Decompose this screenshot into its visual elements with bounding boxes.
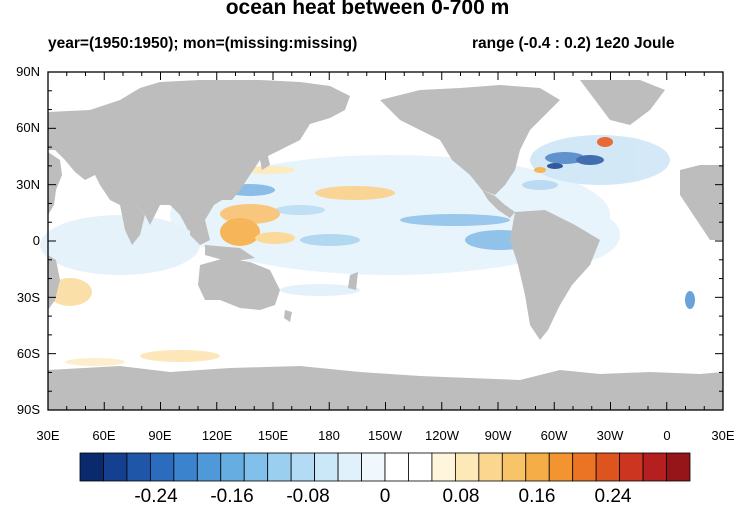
map-panel [40,71,724,411]
lat-label-30n: 30N [16,177,40,192]
lon-label-60e: 60E [92,428,116,443]
lon-label-120w: 120W [425,428,459,443]
colorbar-swatch [103,452,128,482]
lat-label-0: 0 [32,233,40,248]
colorbar-swatch [220,452,245,482]
subtitle-time: year=(1950:1950); mon=(missing:missing) [48,35,358,52]
colorbar-swatch [525,452,550,482]
lon-label-60w: 60W [540,428,568,443]
colorbar-swatch [126,452,151,482]
lat-ticks [48,71,723,411]
colorbar-swatch [149,452,175,482]
colorbar-swatch [431,452,456,482]
lon-label-30w: 30W [596,428,624,443]
colorbar-label: 0.16 [518,486,556,507]
colorbar-label: -0.16 [210,486,254,507]
lon-label-150w: 150W [368,428,402,443]
colorbar-swatch [314,452,339,482]
land [48,72,723,410]
colorbar-label: 0 [379,486,391,507]
colorbar-swatch [501,452,527,482]
colorbar-swatch [267,452,292,482]
lon-label-30e: 30E [36,428,60,443]
colorbar [79,452,691,482]
colorbar-swatch [384,452,409,482]
lon-label-180: 180 [318,428,340,443]
colorbar-label: -0.24 [134,486,178,507]
lat-label-90n: 90N [16,64,40,79]
lon-label-90w: 90W [484,428,512,443]
colorbar-swatch [478,452,503,482]
colorbar-label: -0.08 [286,486,330,507]
lon-label-150e: 150E [257,428,289,443]
colorbar-swatch [408,452,433,482]
colorbar-swatch [337,452,362,482]
colorbar-swatch [619,452,644,482]
colorbar-swatch [572,452,597,482]
lat-label-60n: 60N [16,120,40,135]
colorbar-swatch [196,452,222,482]
subtitle-range: range (-0.4 : 0.2) 1e20 Joule [472,35,675,52]
colorbar-swatch [243,452,269,482]
colorbar-swatch [666,452,691,482]
lat-label-60s: 60S [16,346,40,361]
colorbar-swatch [642,452,667,482]
colorbar-label: 0.08 [442,486,480,507]
map-title: ocean heat between 0-700 m [225,0,510,19]
lon-label-120e: 120E [201,428,233,443]
lon-label-0: 0 [663,428,671,443]
colorbar-swatch [290,452,316,482]
colorbar-label: 0.24 [594,486,632,507]
colorbar-swatch [454,452,480,482]
lon-label-90e: 90E [148,428,172,443]
colorbar-swatch [548,452,574,482]
lon-label-30e-end: 30E [711,428,735,443]
lat-label-90s: 90S [16,402,40,417]
colorbar-swatch [361,452,386,482]
colorbar-swatch [595,452,621,482]
colorbar-swatch [79,452,104,482]
lat-label-30s: 30S [16,290,40,305]
colorbar-swatch [173,452,198,482]
lon-ticks [47,72,724,410]
